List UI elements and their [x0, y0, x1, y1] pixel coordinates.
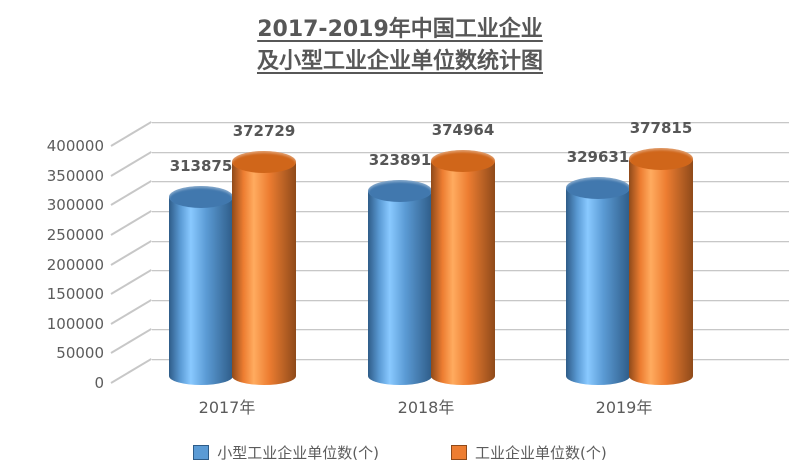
cylinder-bar-blue: [368, 191, 432, 385]
cylinder-top-face: [232, 151, 296, 174]
bar-data-label: 329631: [566, 147, 630, 166]
legend-swatch-blue: [193, 445, 210, 460]
y-axis-tick-label: 200000: [46, 255, 104, 274]
cylinder-top-face: [368, 180, 432, 203]
bar-data-label: 374964: [431, 120, 495, 139]
y-axis-tick-label: 300000: [46, 196, 104, 215]
gridline-perspective-segment: [110, 328, 152, 355]
cylinder-top-face: [431, 149, 495, 172]
gridline: [152, 122, 789, 124]
cylinder-bar-blue: [169, 197, 233, 385]
bar-data-label: 372729: [232, 122, 296, 141]
legend-label: 工业企业单位数(个): [475, 444, 607, 462]
bar-data-label: 313875: [169, 157, 233, 176]
legend-item: 工业企业单位数(个): [451, 442, 607, 463]
legend-item: 小型工业企业单位数(个): [193, 442, 379, 463]
y-axis-tick-label: 400000: [46, 137, 104, 155]
gridline-perspective-segment: [110, 358, 152, 384]
chart-title: 2017-2019年中国工业企业 及小型工业企业单位数统计图: [0, 14, 800, 78]
cylinder-top-face: [566, 176, 630, 199]
y-axis-tick-label: 250000: [46, 225, 104, 244]
chart-title-line2: 及小型工业企业单位数统计图: [256, 49, 543, 74]
y-axis-tick-label: 150000: [46, 285, 104, 304]
chart-title-line1: 2017-2019年中国工业企业: [257, 17, 543, 42]
gridline-perspective-segment: [110, 180, 152, 207]
y-axis-tick-label: 0: [94, 374, 104, 392]
y-axis-tick-label: 350000: [46, 166, 104, 185]
x-axis-category-label: 2018年: [397, 398, 455, 417]
gridline-perspective-segment: [110, 269, 152, 295]
y-axis-tick-label: 50000: [56, 344, 104, 363]
legend-swatch-orange: [451, 445, 467, 460]
gridline-perspective-segment: [110, 209, 152, 236]
y-axis-tick-label: 100000: [46, 314, 104, 333]
bar-data-label: 377815: [629, 119, 693, 138]
bar-data-label: 323891: [368, 151, 432, 170]
x-axis-category-label: 2019年: [595, 398, 653, 417]
legend-label: 小型工业企业单位数(个): [217, 444, 379, 462]
x-axis-category-label: 2017年: [198, 398, 256, 417]
cylinder-top-face: [629, 148, 693, 171]
gridline-perspective-segment: [110, 121, 152, 147]
cylinder-bar-orange: [232, 162, 296, 385]
cylinder-top-face: [169, 186, 233, 209]
cylinder-bar-blue: [566, 187, 630, 385]
cylinder-bar-orange: [629, 159, 693, 385]
gridline-perspective-segment: [110, 298, 152, 325]
legend: 小型工业企业单位数(个) 工业企业单位数(个): [0, 442, 800, 463]
gridline-perspective-segment: [110, 150, 152, 177]
cylinder-bar-orange: [431, 160, 495, 385]
gridline-perspective-segment: [110, 239, 152, 266]
